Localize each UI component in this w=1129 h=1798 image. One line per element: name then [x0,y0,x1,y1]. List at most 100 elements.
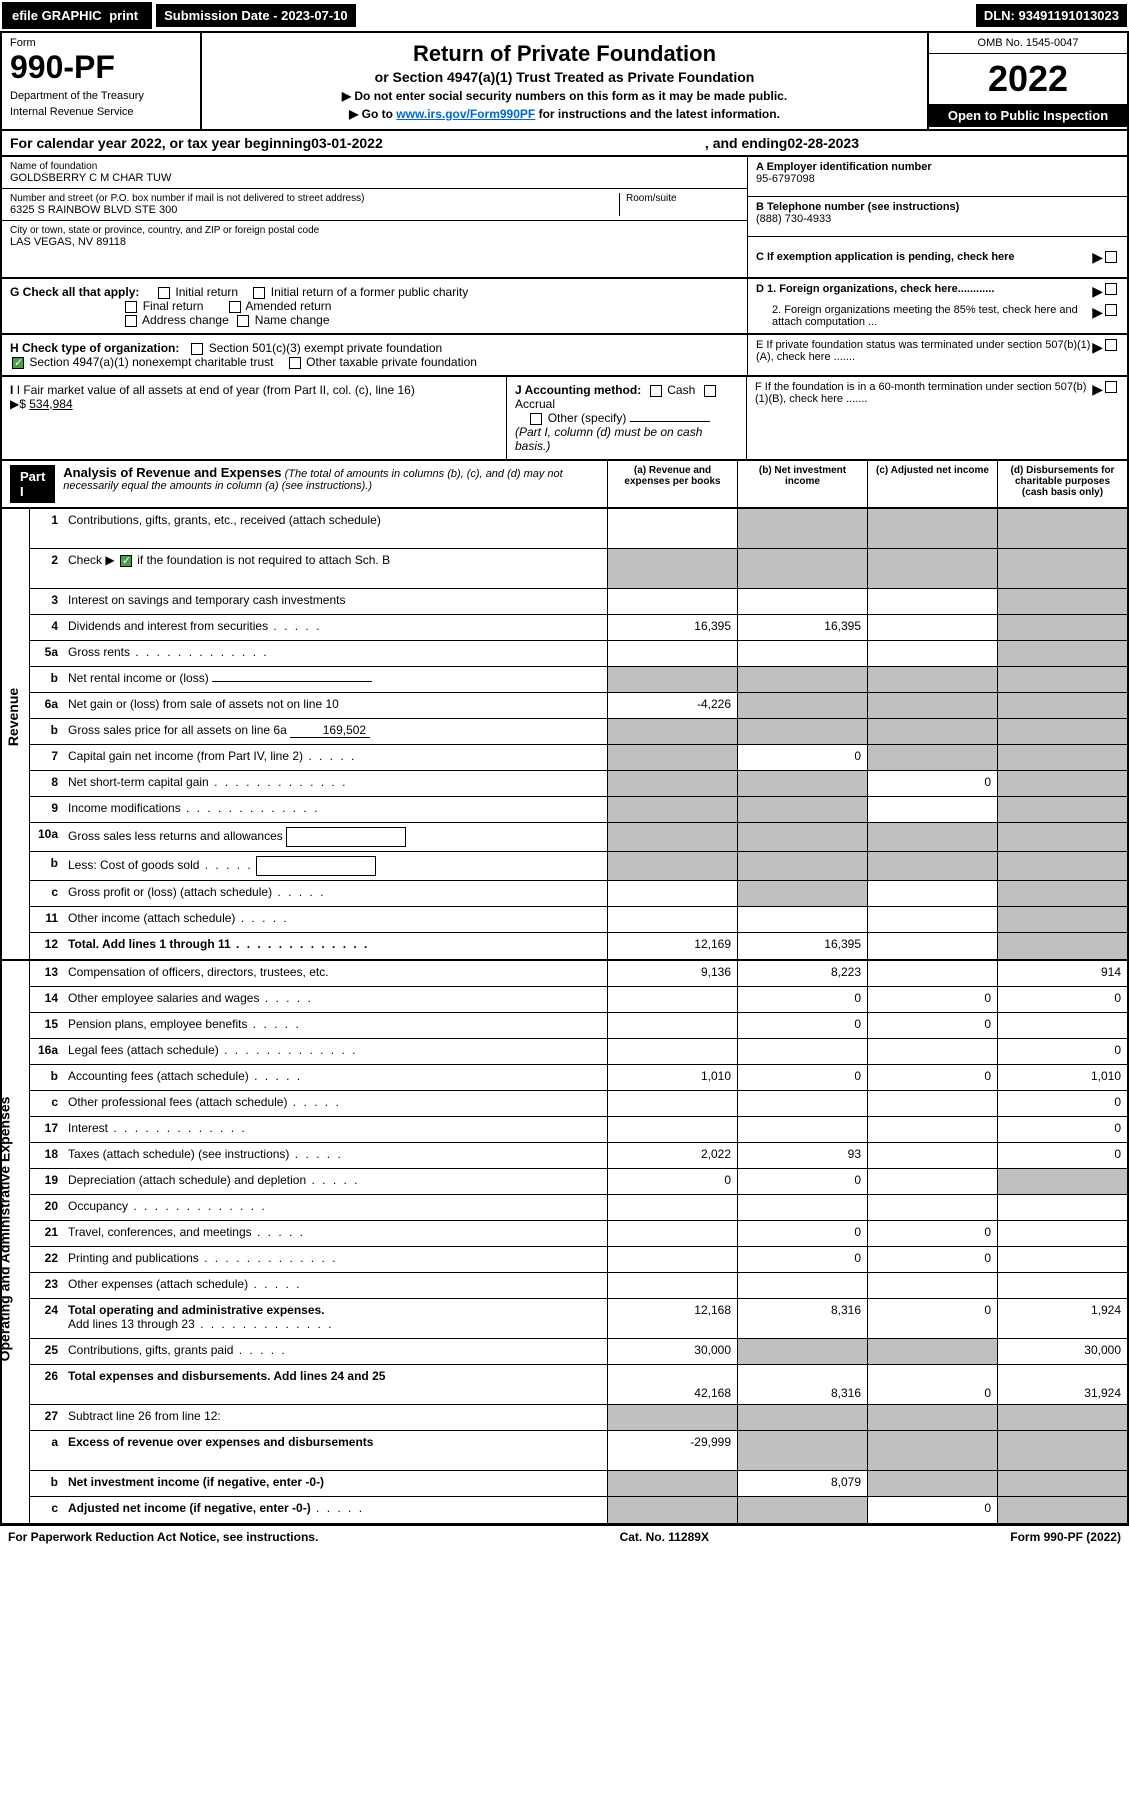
row-4: 4Dividends and interest from securities1… [30,615,1127,641]
dln: DLN: 93491191013023 [976,4,1127,27]
r16a-d: 0 [997,1039,1127,1064]
r22-label: Printing and publications [62,1247,607,1272]
g4-label: Amended return [245,299,331,313]
r21-label: Travel, conferences, and meetings [62,1221,607,1246]
r16a-label: Legal fees (attach schedule) [62,1039,607,1064]
r23-label: Other expenses (attach schedule) [62,1273,607,1298]
r8-label: Net short-term capital gain [62,771,607,796]
r16b-label: Accounting fees (attach schedule) [62,1065,607,1090]
row-27: 27Subtract line 26 from line 12: [30,1405,1127,1431]
r12-b: 16,395 [737,933,867,959]
row-18: 18Taxes (attach schedule) (see instructi… [30,1143,1127,1169]
cb-name-change[interactable] [237,315,249,327]
r24-c: 0 [867,1299,997,1338]
footer-right: Form 990-PF (2022) [1010,1530,1121,1544]
row-26: 26Total expenses and disbursements. Add … [30,1365,1127,1405]
h1-label: Section 501(c)(3) exempt private foundat… [209,341,442,355]
cb-address-change[interactable] [125,315,137,327]
form-label: Form [10,37,192,49]
r18-b: 93 [737,1143,867,1168]
cb-60-month[interactable] [1105,381,1117,393]
d1-label: D 1. Foreign organizations, check here..… [756,283,1092,300]
row-21: 21Travel, conferences, and meetings00 [30,1221,1127,1247]
row-16a: 16aLegal fees (attach schedule)0 [30,1039,1127,1065]
cb-4947a1[interactable] [12,357,24,369]
row-1: 1Contributions, gifts, grants, etc., rec… [30,509,1127,549]
row-13: 13Compensation of officers, directors, t… [30,961,1127,987]
cb-other-method[interactable] [530,413,542,425]
h2-label: Section 4947(a)(1) nonexempt charitable … [29,355,273,369]
calyear-end: 02-28-2023 [787,135,859,151]
row-11: 11Other income (attach schedule) [30,907,1127,933]
row-6a: 6aNet gain or (loss) from sale of assets… [30,693,1127,719]
checks-row-g: G Check all that apply: Initial return I… [0,277,1129,333]
row-6b: bGross sales price for all assets on lin… [30,719,1127,745]
g5-label: Address change [142,313,229,327]
r24-a: 12,168 [607,1299,737,1338]
h-checks: H Check type of organization: Section 50… [2,335,747,375]
j2-label: Accrual [515,397,555,411]
cb-initial-return[interactable] [158,287,170,299]
r10c-label: Gross profit or (loss) (attach schedule) [62,881,607,906]
r24-b: 8,316 [737,1299,867,1338]
addr-label: Number and street (or P.O. box number if… [10,193,619,204]
row-2: 2Check ▶ if the foundation is not requir… [30,549,1127,589]
i-section: I I Fair market value of all assets at e… [2,377,507,459]
g1-label: Initial return [175,285,238,299]
cb-final-return[interactable] [125,301,137,313]
row-24: 24Total operating and administrative exp… [30,1299,1127,1339]
form-number: 990-PF [10,49,192,86]
cb-501c3[interactable] [191,343,203,355]
r15-b: 0 [737,1013,867,1038]
r18-d: 0 [997,1143,1127,1168]
foundation-name-cell: Name of foundation GOLDSBERRY C M CHAR T… [2,157,747,189]
r24-label: Total operating and administrative expen… [62,1299,607,1338]
r14-label: Other employee salaries and wages [62,987,607,1012]
row-3: 3Interest on savings and temporary cash … [30,589,1127,615]
revenue-table: Revenue 1Contributions, gifts, grants, e… [0,509,1129,961]
r14-d: 0 [997,987,1127,1012]
revenue-side-label: Revenue [2,509,30,959]
dept-irs: Internal Revenue Service [10,106,192,118]
cb-85-test[interactable] [1105,304,1117,316]
exemption-checkbox[interactable] [1105,251,1117,263]
cb-foreign-org[interactable] [1105,283,1117,295]
row-20: 20Occupancy [30,1195,1127,1221]
cb-sch-b[interactable] [120,555,132,567]
r27b-b: 8,079 [737,1471,867,1496]
r27b-label: Net investment income (if negative, ente… [62,1471,607,1496]
irs-link[interactable]: www.irs.gov/Form990PF [396,107,535,121]
cb-cash[interactable] [650,385,662,397]
r13-d: 914 [997,961,1127,986]
r27c-label: Adjusted net income (if negative, enter … [62,1497,607,1523]
info-left: Name of foundation GOLDSBERRY C M CHAR T… [2,157,747,277]
arrow-icon: ▶ [1092,283,1103,300]
j1-label: Cash [667,383,695,397]
form-title: Return of Private Foundation [210,41,919,67]
efile-button[interactable]: efile GRAPHIC print [2,2,152,29]
j-note: (Part I, column (d) must be on cash basi… [515,425,702,453]
row-27b: bNet investment income (if negative, ent… [30,1471,1127,1497]
cb-initial-former[interactable] [253,287,265,299]
r12-a: 12,169 [607,933,737,959]
name-label: Name of foundation [10,161,739,172]
r2-label: Check ▶ if the foundation is not require… [62,549,607,588]
r27a-label: Excess of revenue over expenses and disb… [62,1431,607,1470]
row-5b: bNet rental income or (loss) [30,667,1127,693]
col-c-head: (c) Adjusted net income [867,461,997,507]
r16b-d: 1,010 [997,1065,1127,1090]
row-9: 9Income modifications [30,797,1127,823]
city-label: City or town, state or province, country… [10,225,739,236]
cb-amended[interactable] [229,301,241,313]
r17-label: Interest [62,1117,607,1142]
r6a-label: Net gain or (loss) from sale of assets n… [62,693,607,718]
cb-terminated[interactable] [1105,339,1117,351]
r16c-label: Other professional fees (attach schedule… [62,1091,607,1116]
col-b-head: (b) Net investment income [737,461,867,507]
r22-c: 0 [867,1247,997,1272]
instruction-1: ▶ Do not enter social security numbers o… [210,89,919,103]
cb-accrual[interactable] [704,385,716,397]
row-5a: 5aGross rents [30,641,1127,667]
cb-other-taxable[interactable] [289,357,301,369]
header-middle: Return of Private Foundation or Section … [202,33,927,129]
